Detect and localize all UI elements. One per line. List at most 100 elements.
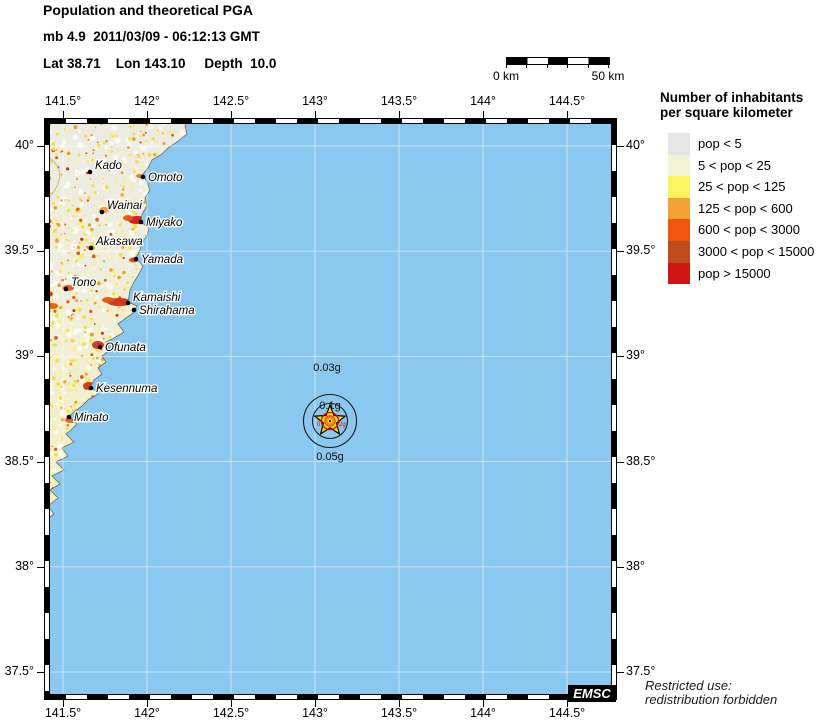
pop-dot (116, 210, 120, 214)
pop-dot (96, 281, 101, 286)
mottle-dot (50, 452, 54, 456)
mottle-dot (108, 222, 113, 228)
pop-dot (162, 132, 164, 135)
pop-dot (119, 306, 122, 309)
legend-swatch (668, 219, 690, 241)
scale-bar-tick (608, 64, 609, 68)
legend-swatch (668, 241, 690, 263)
mottle-dot (138, 188, 143, 193)
pop-dot (156, 133, 159, 135)
pop-dot (68, 388, 73, 393)
lat-tick-left (37, 461, 44, 463)
legend-swatch (668, 176, 690, 198)
city-label: Minato (74, 412, 109, 424)
pop-dot (123, 163, 126, 166)
pop-dot (90, 230, 93, 233)
mottle-dot (89, 135, 96, 142)
pop-dot (66, 167, 70, 171)
pop-dot (58, 396, 63, 401)
pop-dot (52, 141, 55, 145)
mottle-dot (83, 218, 87, 222)
legend-entry-label: 25 < pop < 125 (698, 179, 786, 195)
pop-dot (66, 151, 71, 156)
city-label: Wainai (107, 200, 142, 212)
lon-label-top: 144° (470, 94, 496, 108)
pop-dot (64, 199, 67, 201)
lat-tick-left (37, 146, 44, 147)
pop-dot (90, 134, 93, 137)
pop-dot (49, 339, 53, 342)
pop-dot (102, 141, 106, 145)
inner-pga-ring (320, 411, 340, 431)
mottle-dot (79, 169, 86, 175)
pop-dot (59, 174, 62, 177)
pop-dot (91, 254, 96, 259)
pop-dot (69, 374, 72, 377)
pop-dot (117, 306, 120, 309)
pop-dot (68, 158, 72, 161)
pop-dot (57, 283, 62, 288)
pop-dot (70, 228, 75, 232)
pop-dot (87, 196, 91, 200)
pop-dot (66, 259, 69, 262)
pop-dot (105, 139, 108, 143)
map-frame-bottom (44, 694, 617, 700)
pop-dot (125, 234, 130, 239)
pop-dot (52, 293, 56, 296)
mottle-dot (57, 452, 64, 458)
city-dot (87, 169, 93, 175)
pop-dot (121, 161, 124, 164)
pop-dot (78, 241, 81, 244)
pop-dot (120, 184, 122, 186)
scale-bar-50km-label: 50 km (591, 69, 625, 83)
pop-dot (134, 212, 138, 216)
pop-dot (96, 331, 100, 336)
pop-dot (71, 187, 73, 189)
pop-dot (81, 225, 85, 229)
pop-dot (100, 331, 104, 335)
pop-dot (114, 202, 118, 206)
pop-dot (55, 351, 58, 354)
pop-dot (98, 305, 101, 308)
pop-dot (123, 137, 125, 139)
pop-dot (128, 153, 132, 157)
lon-label-top: 141.5° (44, 94, 82, 108)
pop-dot (89, 178, 92, 180)
pop-dot (52, 147, 55, 151)
pop-dot (100, 234, 102, 237)
pop-dot (128, 137, 132, 141)
pop-dot (134, 264, 137, 267)
pop-dot (75, 299, 79, 303)
city-dot (66, 414, 72, 420)
mottle-dot (49, 390, 54, 396)
pop-dot (114, 166, 117, 170)
mottle-dot (67, 273, 73, 279)
pop-dot (87, 142, 90, 145)
lon-tick-top (147, 111, 148, 118)
pop-dot (99, 268, 103, 271)
pop-dot (134, 230, 138, 235)
mottle-dot (128, 250, 135, 258)
pop-dot (131, 228, 134, 231)
pop-dot (116, 150, 120, 153)
restricted-use-notice: Restricted use: redistribution forbidden (645, 679, 777, 706)
mottle-dot (129, 231, 135, 237)
pop-dot (96, 254, 99, 257)
mottle-dot (137, 242, 141, 245)
scale-bar-tick (506, 64, 507, 68)
pop-dot (90, 289, 93, 292)
legend-swatch (668, 154, 690, 177)
mottle-dot (77, 141, 84, 148)
pop-dot (83, 248, 86, 252)
mottle-dot (111, 125, 118, 132)
mottle-dot (79, 202, 84, 208)
pop-dot (83, 325, 88, 329)
mottle-dot (128, 212, 131, 215)
pop-dot (87, 223, 92, 227)
mottle-dot (138, 245, 141, 248)
mottle-dot (52, 280, 58, 286)
pop-dot (132, 132, 135, 136)
pop-dot (55, 359, 60, 363)
lon-tick-bottom (567, 700, 568, 707)
